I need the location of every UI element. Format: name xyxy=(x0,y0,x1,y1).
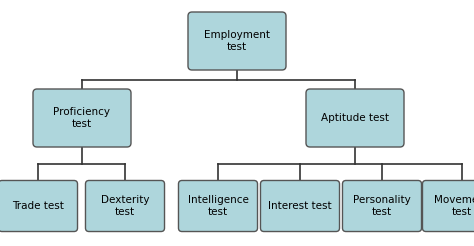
Text: Intelligence
test: Intelligence test xyxy=(188,195,248,217)
Text: Personality
test: Personality test xyxy=(353,195,411,217)
Text: Aptitude test: Aptitude test xyxy=(321,113,389,123)
FancyBboxPatch shape xyxy=(188,12,286,70)
FancyBboxPatch shape xyxy=(0,181,78,231)
FancyBboxPatch shape xyxy=(306,89,404,147)
FancyBboxPatch shape xyxy=(422,181,474,231)
FancyBboxPatch shape xyxy=(261,181,339,231)
Text: Employment
test: Employment test xyxy=(204,30,270,52)
FancyBboxPatch shape xyxy=(85,181,164,231)
Text: Proficiency
test: Proficiency test xyxy=(54,107,110,129)
Text: Trade test: Trade test xyxy=(12,201,64,211)
FancyBboxPatch shape xyxy=(33,89,131,147)
FancyBboxPatch shape xyxy=(179,181,257,231)
Text: Interest test: Interest test xyxy=(268,201,332,211)
Text: Dexterity
test: Dexterity test xyxy=(101,195,149,217)
FancyBboxPatch shape xyxy=(343,181,421,231)
Text: Movement
test: Movement test xyxy=(435,195,474,217)
